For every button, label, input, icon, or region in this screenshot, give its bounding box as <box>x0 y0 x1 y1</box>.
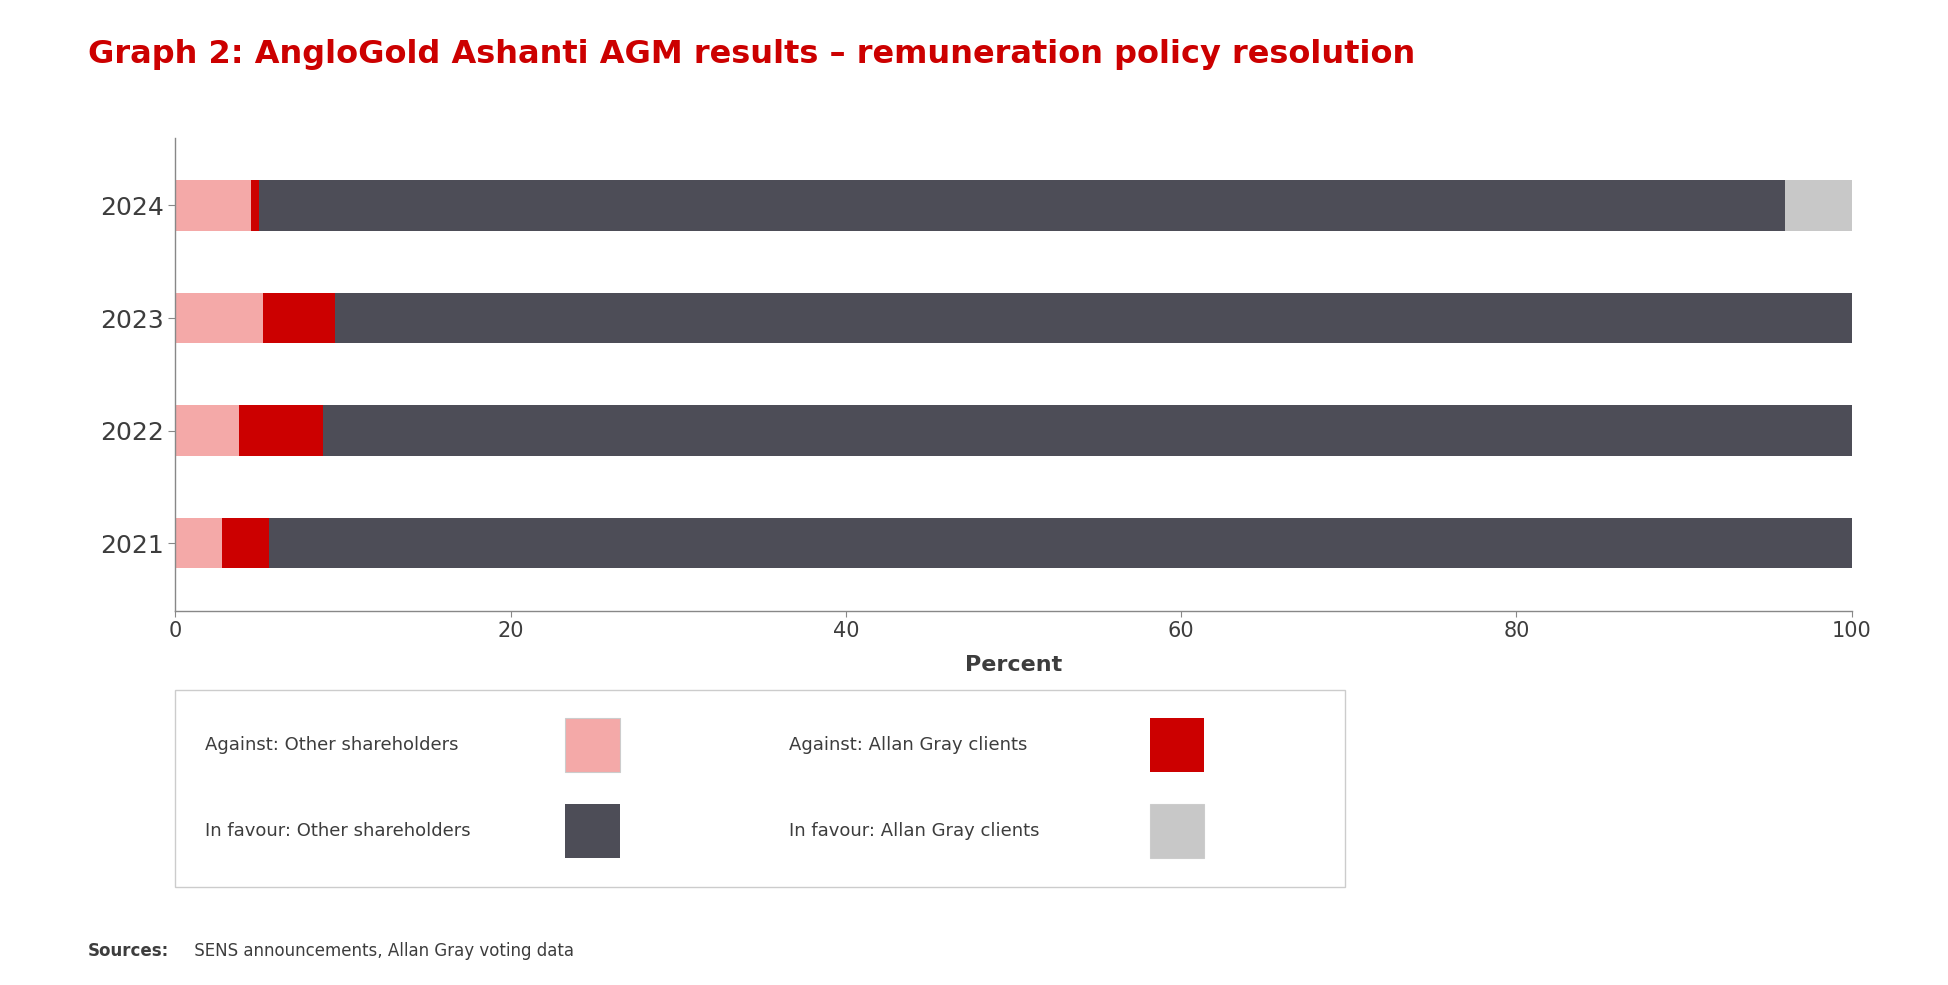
Bar <box>222 518 269 568</box>
Bar <box>263 293 335 344</box>
Text: Sources:: Sources: <box>88 943 169 960</box>
X-axis label: Percent: Percent <box>964 655 1062 675</box>
Bar <box>335 293 1851 344</box>
Bar <box>1784 180 1851 230</box>
Text: Against: Other shareholders: Against: Other shareholders <box>205 736 458 754</box>
Text: SENS announcements, Allan Gray voting data: SENS announcements, Allan Gray voting da… <box>189 943 575 960</box>
Bar <box>175 180 251 230</box>
Text: In favour: Other shareholders: In favour: Other shareholders <box>205 822 469 840</box>
Bar <box>259 180 1784 230</box>
Text: In favour: Allan Gray clients: In favour: Allan Gray clients <box>789 822 1040 840</box>
Bar <box>323 405 1851 456</box>
Bar <box>240 405 323 456</box>
Bar <box>175 518 222 568</box>
Bar <box>269 518 1851 568</box>
Text: Against: Allan Gray clients: Against: Allan Gray clients <box>789 736 1027 754</box>
Bar <box>175 293 263 344</box>
Text: Graph 2: AngloGold Ashanti AGM results – remuneration policy resolution: Graph 2: AngloGold Ashanti AGM results –… <box>88 39 1414 70</box>
Bar <box>175 405 240 456</box>
Bar <box>251 180 259 230</box>
